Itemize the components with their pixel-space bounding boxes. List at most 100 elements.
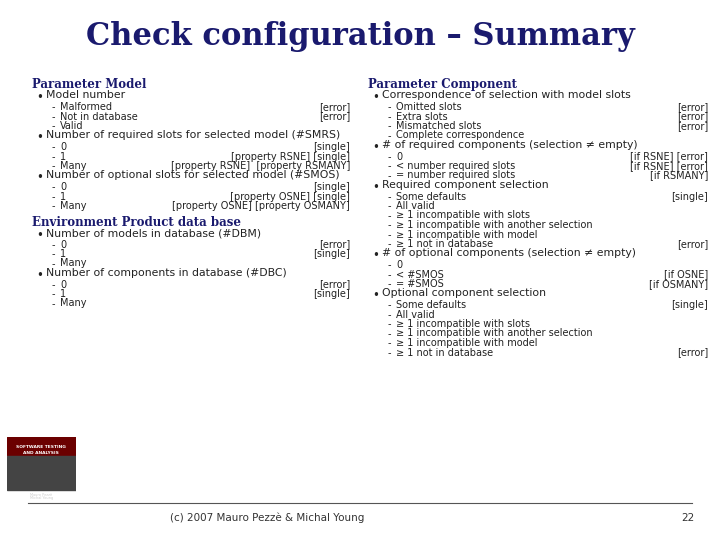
Text: -: -	[52, 289, 55, 300]
Text: [error]: [error]	[677, 102, 708, 112]
Text: [error]: [error]	[319, 240, 350, 249]
Text: [error]: [error]	[677, 239, 708, 249]
Text: Omitted slots: Omitted slots	[396, 102, 462, 112]
Text: 0: 0	[60, 240, 66, 249]
Text: -: -	[52, 143, 55, 152]
Text: Valid: Valid	[60, 121, 84, 131]
Text: 22: 22	[682, 513, 695, 523]
Text: -: -	[388, 131, 392, 141]
Text: Optional component selection: Optional component selection	[382, 288, 546, 299]
Text: ≥ 1 incompatible with model: ≥ 1 incompatible with model	[396, 338, 538, 348]
Text: -: -	[388, 310, 392, 320]
Text: Environment Product data base: Environment Product data base	[32, 215, 241, 228]
Text: -: -	[388, 201, 392, 212]
Text: [error]: [error]	[319, 111, 350, 122]
Text: Model number: Model number	[46, 91, 125, 100]
Text: [error]: [error]	[319, 280, 350, 289]
Bar	[7, 456, 76, 490]
Text: -: -	[388, 220, 392, 231]
Text: -: -	[388, 122, 392, 132]
Text: All valid: All valid	[396, 201, 435, 211]
Text: 0: 0	[396, 260, 402, 270]
Text: (c) 2007 Mauro Pezzè & Michal Young: (c) 2007 Mauro Pezzè & Michal Young	[170, 513, 364, 523]
Text: [single]: [single]	[313, 142, 350, 152]
Text: Number of models in database (#DBM): Number of models in database (#DBM)	[46, 228, 261, 238]
Text: Number of required slots for selected model (#SMRS): Number of required slots for selected mo…	[46, 131, 341, 140]
Text: Some defaults: Some defaults	[396, 300, 466, 310]
Text: -: -	[52, 201, 55, 212]
Text: 1: 1	[60, 152, 66, 161]
Text: -: -	[52, 280, 55, 290]
Text: ≥ 1 incompatible with slots: ≥ 1 incompatible with slots	[396, 319, 530, 329]
Text: •: •	[36, 91, 43, 104]
Text: Number of components in database (#DBC): Number of components in database (#DBC)	[46, 268, 287, 278]
Text: < number required slots: < number required slots	[396, 161, 516, 171]
Text: ≥ 1 incompatible with another selection: ≥ 1 incompatible with another selection	[396, 328, 593, 339]
Text: -: -	[388, 300, 392, 310]
Text: •: •	[36, 171, 43, 184]
Text: Mauro Pezzè: Mauro Pezzè	[30, 493, 53, 497]
Text: # of required components (selection ≠ empty): # of required components (selection ≠ em…	[382, 140, 638, 150]
Text: ≥ 1 incompatible with slots: ≥ 1 incompatible with slots	[396, 211, 530, 220]
Text: -: -	[388, 348, 392, 358]
Text: -: -	[52, 112, 55, 122]
Text: SOFTWARE TESTING: SOFTWARE TESTING	[17, 445, 66, 449]
Text: -: -	[52, 152, 55, 162]
Text: Required component selection: Required component selection	[382, 180, 549, 190]
Text: -: -	[388, 329, 392, 339]
Text: -: -	[388, 240, 392, 249]
Text: [property RSNE]  [property RSMANY]: [property RSNE] [property RSMANY]	[171, 161, 350, 171]
Text: [property RSNE] [single]: [property RSNE] [single]	[231, 152, 350, 161]
Text: •: •	[372, 91, 379, 104]
Text: -: -	[52, 259, 55, 269]
Text: -: -	[52, 122, 55, 132]
Text: 0: 0	[396, 152, 402, 161]
Text: [if OSNE]: [if OSNE]	[664, 269, 708, 280]
Text: [property OSNE] [property OSMANY]: [property OSNE] [property OSMANY]	[172, 201, 350, 211]
Text: -: -	[52, 240, 55, 250]
Text: -: -	[388, 270, 392, 280]
Text: 1: 1	[60, 289, 66, 299]
Text: Some defaults: Some defaults	[396, 192, 466, 201]
Text: [single]: [single]	[313, 289, 350, 299]
Text: -: -	[388, 230, 392, 240]
Text: = #SMOS: = #SMOS	[396, 279, 444, 289]
Text: •: •	[36, 228, 43, 241]
Text: [if RSNE] [error]: [if RSNE] [error]	[630, 161, 708, 171]
Text: -: -	[388, 161, 392, 172]
Text: •: •	[372, 140, 379, 153]
Text: Extra slots: Extra slots	[396, 111, 448, 122]
Text: [error]: [error]	[677, 348, 708, 357]
Text: Malformed: Malformed	[60, 102, 112, 112]
Text: 0: 0	[60, 182, 66, 192]
Text: Many: Many	[60, 201, 86, 211]
Text: Not in database: Not in database	[60, 111, 138, 122]
Text: [single]: [single]	[671, 300, 708, 310]
Text: 1: 1	[60, 249, 66, 259]
Text: -: -	[388, 192, 392, 202]
Text: -: -	[52, 183, 55, 192]
Text: [single]: [single]	[313, 182, 350, 192]
Text: [if RSMANY]: [if RSMANY]	[649, 171, 708, 180]
Text: -: -	[52, 103, 55, 112]
Text: [error]: [error]	[319, 102, 350, 112]
Text: •: •	[372, 180, 379, 193]
Text: Mismatched slots: Mismatched slots	[396, 121, 482, 131]
Text: •: •	[372, 249, 379, 262]
Text: -: -	[388, 103, 392, 112]
Text: [error]: [error]	[677, 111, 708, 122]
Text: [property OSNE] [single]: [property OSNE] [single]	[227, 192, 350, 201]
Text: -: -	[52, 161, 55, 172]
Text: Michal Young: Michal Young	[30, 496, 53, 500]
Text: Parameter Model: Parameter Model	[32, 78, 146, 91]
Text: -: -	[388, 280, 392, 289]
Text: Parameter Component: Parameter Component	[368, 78, 517, 91]
Text: -: -	[388, 171, 392, 181]
Text: AND ANALYSIS: AND ANALYSIS	[24, 451, 59, 455]
Text: Correspondence of selection with model slots: Correspondence of selection with model s…	[382, 91, 631, 100]
Text: -: -	[52, 249, 55, 260]
Text: Many: Many	[60, 161, 86, 171]
Text: [single]: [single]	[671, 192, 708, 201]
Text: -: -	[388, 112, 392, 122]
Text: [error]: [error]	[677, 121, 708, 131]
